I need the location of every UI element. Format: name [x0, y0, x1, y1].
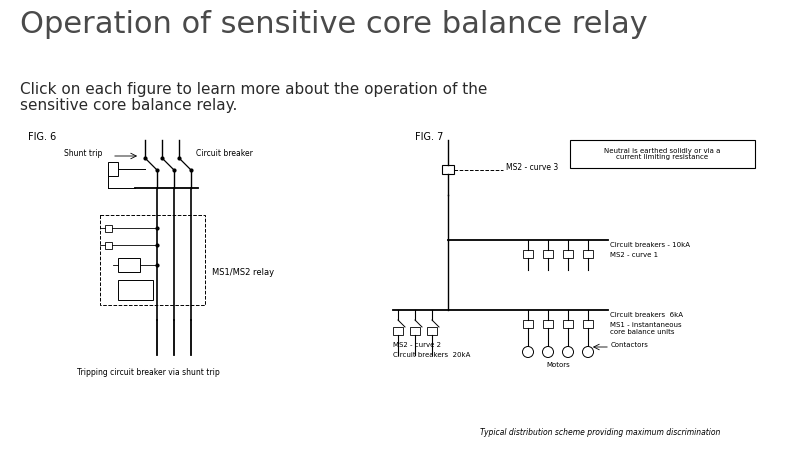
Bar	[105, 225, 112, 232]
Text: Circuit breaker: Circuit breaker	[196, 149, 253, 158]
Text: Circuit breakers  20kA: Circuit breakers 20kA	[393, 352, 471, 358]
Bar	[118, 258, 140, 272]
Bar	[427, 327, 437, 335]
Text: sensitive core balance relay.: sensitive core balance relay.	[20, 98, 238, 113]
Bar	[118, 280, 153, 300]
Bar	[563, 320, 573, 328]
Text: MS2 - curve 2: MS2 - curve 2	[393, 342, 441, 348]
Bar	[583, 320, 593, 328]
Bar	[543, 320, 553, 328]
Text: Circuit breakers - 10kA: Circuit breakers - 10kA	[610, 242, 690, 248]
Text: MS2 - curve 1: MS2 - curve 1	[610, 252, 659, 258]
Bar	[583, 250, 593, 258]
Text: Shunt trip: Shunt trip	[64, 149, 102, 158]
Bar	[410, 327, 420, 335]
Bar	[543, 250, 553, 258]
Text: Click on each figure to learn more about the operation of the: Click on each figure to learn more about…	[20, 82, 488, 97]
Bar	[393, 327, 403, 335]
Text: MS1/MS2 relay: MS1/MS2 relay	[212, 268, 274, 277]
Bar	[563, 250, 573, 258]
Bar	[442, 165, 454, 174]
Text: Motors: Motors	[546, 362, 570, 368]
Bar	[105, 242, 112, 249]
Bar	[523, 250, 533, 258]
Text: Circuit breakers  6kA: Circuit breakers 6kA	[610, 312, 683, 318]
Text: Contactors: Contactors	[611, 342, 649, 348]
Bar	[108, 162, 118, 176]
Text: MS2 - curve 3: MS2 - curve 3	[506, 163, 559, 173]
Text: Neutral is earthed solidly or via a
current limiting resistance: Neutral is earthed solidly or via a curr…	[604, 148, 721, 161]
Text: FIG. 7: FIG. 7	[415, 132, 443, 142]
Text: MS1 - instantaneous
core balance units: MS1 - instantaneous core balance units	[610, 322, 682, 335]
Bar	[570, 140, 755, 168]
Bar	[523, 320, 533, 328]
Bar	[100, 215, 205, 305]
Text: FIG. 6: FIG. 6	[28, 132, 56, 142]
Text: Typical distribution scheme providing maximum discrimination: Typical distribution scheme providing ma…	[480, 428, 721, 437]
Text: Operation of sensitive core balance relay: Operation of sensitive core balance rela…	[20, 10, 648, 39]
Text: Tripping circuit breaker via shunt trip: Tripping circuit breaker via shunt trip	[77, 368, 219, 377]
